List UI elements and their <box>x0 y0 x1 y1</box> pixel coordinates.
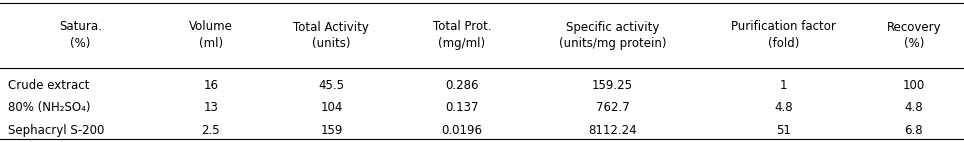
Text: Recovery
(%): Recovery (%) <box>887 20 941 51</box>
Text: Satura.
(%): Satura. (%) <box>59 20 102 51</box>
Text: 100: 100 <box>902 79 924 92</box>
Text: 0.137: 0.137 <box>445 101 479 114</box>
Text: 159.25: 159.25 <box>592 79 633 92</box>
Text: 2.5: 2.5 <box>201 124 220 137</box>
Text: Purification factor
(fold): Purification factor (fold) <box>731 20 836 51</box>
Text: 4.8: 4.8 <box>774 101 792 114</box>
Text: 1: 1 <box>780 79 787 92</box>
Text: 762.7: 762.7 <box>596 101 629 114</box>
Text: 80% (NH₂SO₄): 80% (NH₂SO₄) <box>8 101 91 114</box>
Text: 8112.24: 8112.24 <box>588 124 637 137</box>
Text: Specific activity
(units/mg protein): Specific activity (units/mg protein) <box>559 20 666 51</box>
Text: 0.0196: 0.0196 <box>442 124 482 137</box>
Text: Crude extract: Crude extract <box>8 79 89 92</box>
Text: 104: 104 <box>320 101 342 114</box>
Text: 6.8: 6.8 <box>904 124 924 137</box>
Text: 45.5: 45.5 <box>318 79 344 92</box>
Text: 4.8: 4.8 <box>904 101 924 114</box>
Text: Total Activity
(units): Total Activity (units) <box>293 20 369 51</box>
Text: 51: 51 <box>776 124 790 137</box>
Text: 16: 16 <box>203 79 219 92</box>
Text: Total Prot.
(mg/ml): Total Prot. (mg/ml) <box>433 20 492 51</box>
Text: 13: 13 <box>203 101 218 114</box>
Text: 0.286: 0.286 <box>445 79 479 92</box>
Text: Volume
(ml): Volume (ml) <box>189 20 233 51</box>
Text: Sephacryl S-200: Sephacryl S-200 <box>8 124 104 137</box>
Text: 159: 159 <box>320 124 342 137</box>
